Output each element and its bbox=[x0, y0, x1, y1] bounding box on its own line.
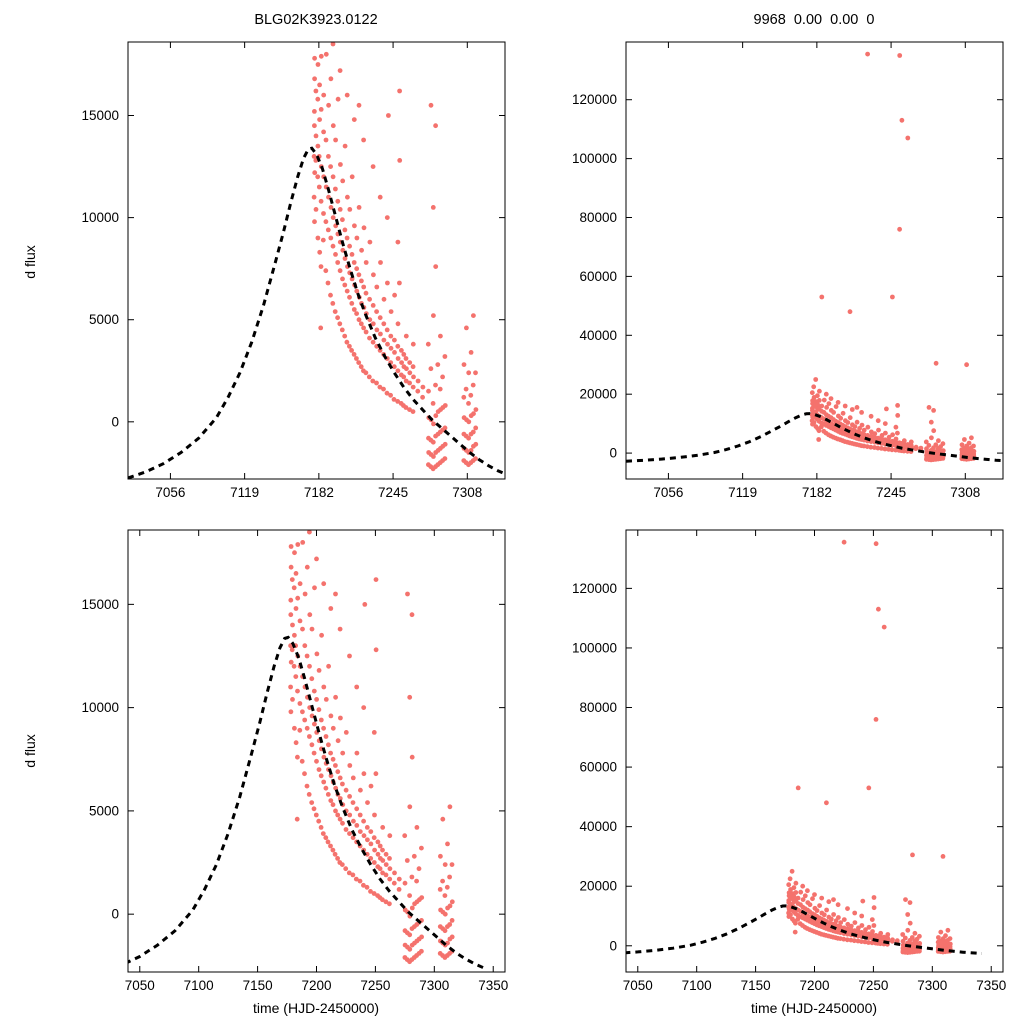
plot-top-left: 7056 7119 7182 7245 7308 0 5000 10000 15000 bbox=[81, 41, 506, 500]
svg-text:7100: 7100 bbox=[184, 978, 214, 993]
svg-text:7056: 7056 bbox=[155, 485, 185, 500]
svg-text:7150: 7150 bbox=[741, 978, 771, 993]
svg-text:15000: 15000 bbox=[81, 597, 119, 612]
svg-text:10000: 10000 bbox=[81, 700, 119, 715]
svg-text:7100: 7100 bbox=[682, 978, 712, 993]
svg-text:100000: 100000 bbox=[572, 151, 617, 166]
svg-text:7350: 7350 bbox=[976, 978, 1006, 993]
svg-text:20000: 20000 bbox=[579, 879, 617, 894]
svg-text:7300: 7300 bbox=[917, 978, 947, 993]
svg-text:5000: 5000 bbox=[89, 312, 119, 327]
svg-text:0: 0 bbox=[609, 446, 617, 461]
y-axis-label-top-left: d flux bbox=[22, 245, 38, 279]
y-axis-label-bottom-left: d flux bbox=[22, 734, 38, 768]
svg-text:80000: 80000 bbox=[579, 210, 617, 225]
svg-text:7308: 7308 bbox=[950, 485, 980, 500]
svg-text:7119: 7119 bbox=[230, 485, 259, 500]
plot-bottom-left: 7050 7100 7150 7200 7250 7300 7350 0 5000 10000 15… bbox=[81, 529, 508, 993]
svg-text:7050: 7050 bbox=[623, 978, 653, 993]
svg-text:7350: 7350 bbox=[478, 978, 508, 993]
svg-text:7119: 7119 bbox=[728, 485, 757, 500]
svg-text:7150: 7150 bbox=[243, 978, 273, 993]
svg-text:7050: 7050 bbox=[125, 978, 155, 993]
svg-text:0: 0 bbox=[609, 938, 617, 953]
svg-text:60000: 60000 bbox=[579, 269, 617, 284]
svg-text:120000: 120000 bbox=[572, 92, 617, 107]
plot-bottom-right: 7050 7100 7150 7200 7250 7300 7350 0 20000 40000 6… bbox=[572, 529, 1006, 993]
svg-text:0: 0 bbox=[111, 414, 119, 429]
svg-text:40000: 40000 bbox=[579, 328, 617, 343]
plot-top-right: 7056 7119 7182 7245 7308 0 20000 40000 60000 8000… bbox=[572, 41, 1004, 500]
svg-text:7182: 7182 bbox=[304, 485, 334, 500]
svg-text:7182: 7182 bbox=[802, 485, 832, 500]
svg-text:0: 0 bbox=[111, 907, 119, 922]
svg-text:40000: 40000 bbox=[579, 819, 617, 834]
svg-text:100000: 100000 bbox=[572, 640, 617, 655]
svg-text:7200: 7200 bbox=[301, 978, 331, 993]
svg-text:7300: 7300 bbox=[419, 978, 449, 993]
svg-text:15000: 15000 bbox=[81, 108, 119, 123]
svg-text:7245: 7245 bbox=[876, 485, 906, 500]
svg-text:5000: 5000 bbox=[89, 803, 119, 818]
chart-title-right: 9968 0.00 0.00 0 bbox=[753, 12, 875, 28]
svg-text:7308: 7308 bbox=[452, 485, 482, 500]
x-axis-label-bottom-right: time (HJD-2450000) bbox=[750, 1000, 878, 1016]
svg-text:80000: 80000 bbox=[579, 700, 617, 715]
svg-text:7250: 7250 bbox=[858, 978, 888, 993]
svg-text:7250: 7250 bbox=[360, 978, 390, 993]
svg-text:20000: 20000 bbox=[579, 387, 617, 402]
x-axis-label-bottom-left: time (HJD-2450000) bbox=[252, 1000, 380, 1016]
svg-text:7245: 7245 bbox=[378, 485, 408, 500]
svg-text:120000: 120000 bbox=[572, 581, 617, 596]
chart-title-left: BLG02K3923.0122 bbox=[254, 12, 378, 28]
svg-text:60000: 60000 bbox=[579, 760, 617, 775]
svg-text:10000: 10000 bbox=[81, 210, 119, 225]
svg-text:7200: 7200 bbox=[799, 978, 829, 993]
svg-text:7056: 7056 bbox=[653, 485, 683, 500]
